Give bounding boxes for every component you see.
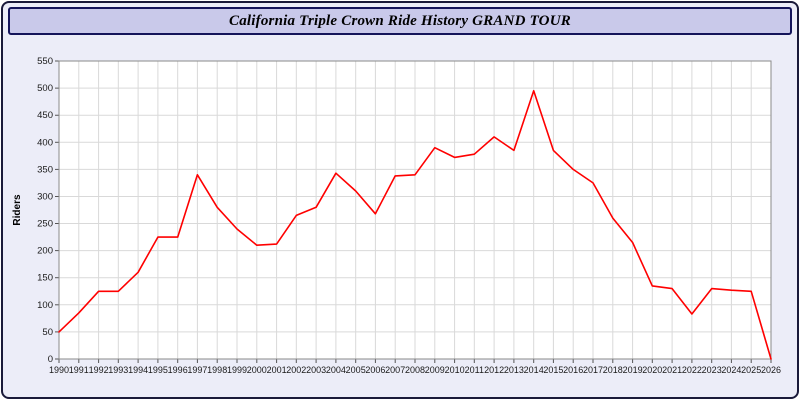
svg-text:1995: 1995 <box>148 365 168 375</box>
svg-text:400: 400 <box>37 137 53 148</box>
svg-text:500: 500 <box>37 83 53 94</box>
svg-text:250: 250 <box>37 219 53 230</box>
svg-text:2024: 2024 <box>721 365 741 375</box>
page-title: California Triple Crown Ride History GRA… <box>229 12 571 29</box>
svg-text:1999: 1999 <box>227 365 247 375</box>
svg-text:0: 0 <box>48 354 53 365</box>
svg-text:2005: 2005 <box>346 365 366 375</box>
svg-text:350: 350 <box>37 164 53 175</box>
svg-text:2001: 2001 <box>267 365 287 375</box>
svg-text:2003: 2003 <box>306 365 326 375</box>
svg-text:1998: 1998 <box>207 365 227 375</box>
svg-text:2016: 2016 <box>563 365 583 375</box>
svg-text:550: 550 <box>37 56 53 67</box>
svg-text:2026: 2026 <box>761 365 781 375</box>
svg-text:2014: 2014 <box>524 365 544 375</box>
svg-text:2011: 2011 <box>465 365 484 375</box>
chart-title-bar: California Triple Crown Ride History GRA… <box>8 7 792 35</box>
svg-text:2002: 2002 <box>286 365 306 375</box>
svg-text:2018: 2018 <box>603 365 623 375</box>
svg-text:1992: 1992 <box>89 365 109 375</box>
svg-text:2009: 2009 <box>425 365 445 375</box>
svg-text:2019: 2019 <box>623 365 643 375</box>
svg-text:1993: 1993 <box>108 365 128 375</box>
svg-text:2008: 2008 <box>405 365 425 375</box>
svg-text:2010: 2010 <box>445 365 465 375</box>
svg-text:2006: 2006 <box>365 365 385 375</box>
svg-text:2020: 2020 <box>642 365 662 375</box>
svg-text:2012: 2012 <box>484 365 504 375</box>
svg-text:2021: 2021 <box>662 365 682 375</box>
svg-text:1994: 1994 <box>128 365 148 375</box>
svg-text:450: 450 <box>37 110 53 121</box>
svg-text:50: 50 <box>42 327 53 338</box>
svg-text:2017: 2017 <box>583 365 603 375</box>
svg-text:150: 150 <box>37 273 53 284</box>
svg-text:2015: 2015 <box>543 365 563 375</box>
svg-text:2013: 2013 <box>504 365 524 375</box>
svg-text:Riders: Riders <box>12 194 23 226</box>
svg-text:300: 300 <box>37 192 53 203</box>
svg-text:100: 100 <box>37 300 53 311</box>
svg-text:200: 200 <box>37 246 53 257</box>
svg-text:2023: 2023 <box>702 365 722 375</box>
svg-text:2004: 2004 <box>326 365 346 375</box>
svg-text:2025: 2025 <box>741 365 761 375</box>
svg-text:1990: 1990 <box>49 365 69 375</box>
svg-text:1996: 1996 <box>168 365 188 375</box>
svg-text:2007: 2007 <box>385 365 405 375</box>
svg-text:1991: 1991 <box>69 365 89 375</box>
chart-panel: 0 50 100 150 200 250 300 350 400 450 500 550 1990 199… <box>7 45 795 397</box>
svg-text:2022: 2022 <box>682 365 702 375</box>
svg-text:1997: 1997 <box>187 365 207 375</box>
svg-text:2000: 2000 <box>247 365 267 375</box>
